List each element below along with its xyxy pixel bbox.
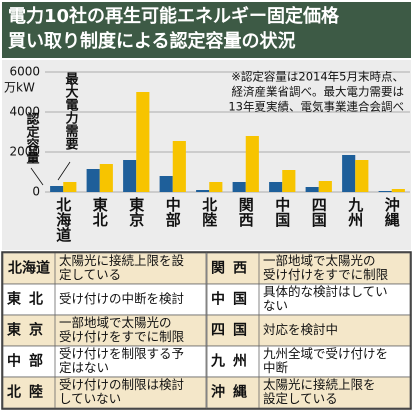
region-status: 受け付けの中断を検討 [59, 291, 184, 306]
region-status: 具体的な検討はしてい [263, 284, 388, 299]
region-status: 中断 [263, 360, 288, 375]
bar [159, 176, 173, 192]
bar [172, 141, 186, 192]
bar [355, 160, 369, 192]
region-status: 太陽光に接続上限を [263, 377, 376, 392]
region-name: 北陸 [7, 384, 51, 401]
region-status: ない [263, 298, 288, 313]
region-name: 沖縄 [211, 384, 255, 401]
table-row [2, 314, 207, 347]
y-unit: 万kW [4, 81, 35, 95]
region-name: 東北 [7, 291, 51, 308]
region-name: 東京 [7, 322, 51, 339]
region-status: 受け付けを制限する予 [59, 346, 184, 361]
x-tick-label: 北海道 [54, 197, 72, 242]
table-row [206, 252, 411, 285]
note: 経済産業省調べ。最大電力需要は [232, 85, 405, 99]
table-row [206, 314, 411, 347]
region-status: 対応を検討中 [263, 322, 338, 337]
table-row [206, 376, 411, 409]
region-name: 九州 [210, 354, 255, 370]
table-row [2, 376, 207, 409]
note: 13年夏実績、電気事業連合会調べ [228, 100, 404, 114]
table-row [2, 252, 207, 285]
bar [245, 136, 259, 192]
region-name: 関西 [211, 261, 255, 277]
x-tick-label: 中国 [273, 196, 291, 228]
region-status: 設定している [263, 391, 338, 406]
y-tick-label: 2000 [9, 145, 40, 159]
bar [232, 182, 246, 192]
chart-title: 買い取り制度による認定容量の状況 [8, 30, 295, 52]
x-tick-label: 東京 [127, 196, 145, 228]
title-box [2, 2, 411, 58]
region-status: していない [59, 391, 121, 406]
bar [123, 160, 137, 192]
region-status: 一部地域で太陽光の [59, 315, 172, 330]
x-tick-label: 北陸 [200, 197, 218, 227]
bar [86, 169, 100, 192]
region-status: 定はない [59, 360, 109, 375]
table-row [206, 345, 411, 378]
x-tick-label: 四国 [310, 197, 328, 228]
region-status: 定している [59, 267, 121, 282]
bar [342, 155, 356, 192]
table-frame [1, 251, 412, 410]
legend-leader [57, 161, 71, 181]
bar [196, 190, 210, 192]
legend-label: 最大電力需要 [63, 72, 79, 151]
region-status: 受け付けをすでに制限 [59, 329, 185, 344]
y-tick-label: 6000 [9, 65, 40, 79]
bar [378, 191, 392, 192]
x-tick-label: 東北 [91, 196, 109, 227]
bar [136, 92, 150, 192]
bar [282, 170, 296, 192]
bar [391, 189, 405, 192]
table-row [2, 283, 207, 316]
region-name: 北海道 [8, 260, 50, 277]
bar [63, 182, 77, 192]
region-status: 受け付けをすでに制限 [263, 267, 389, 282]
x-tick-label: 沖縄 [383, 196, 401, 228]
region-name: 中部 [7, 353, 51, 370]
legend-label: 認定容量 [24, 111, 41, 165]
legend-leader [30, 167, 44, 186]
bar [99, 164, 113, 192]
x-tick-label: 中部 [164, 196, 182, 228]
bar [269, 182, 283, 192]
y-tick-label: 4000 [9, 105, 40, 119]
bar [50, 186, 64, 192]
region-status: 受け付けの制限は検討 [59, 377, 184, 392]
note: ※認定容量は2014年5月末時点、 [231, 70, 404, 84]
table-row [206, 283, 411, 316]
table-row [2, 345, 207, 378]
chart-title: 電力10社の再生可能エネルギー固定価格 [8, 5, 340, 27]
bar [209, 182, 223, 192]
x-tick-label: 九州 [346, 196, 364, 228]
region-name: 中国 [211, 291, 255, 308]
x-tick-label: 関西 [237, 197, 255, 228]
region-status: 九州全域で受け付けを [263, 346, 388, 361]
region-name: 四国 [211, 323, 255, 339]
region-status: 太陽光に接続上限を設 [59, 253, 185, 268]
bar [318, 181, 332, 192]
y-tick-label: 0 [32, 185, 40, 199]
region-status: 一部地域で太陽光の [263, 253, 376, 268]
bar [305, 187, 319, 192]
